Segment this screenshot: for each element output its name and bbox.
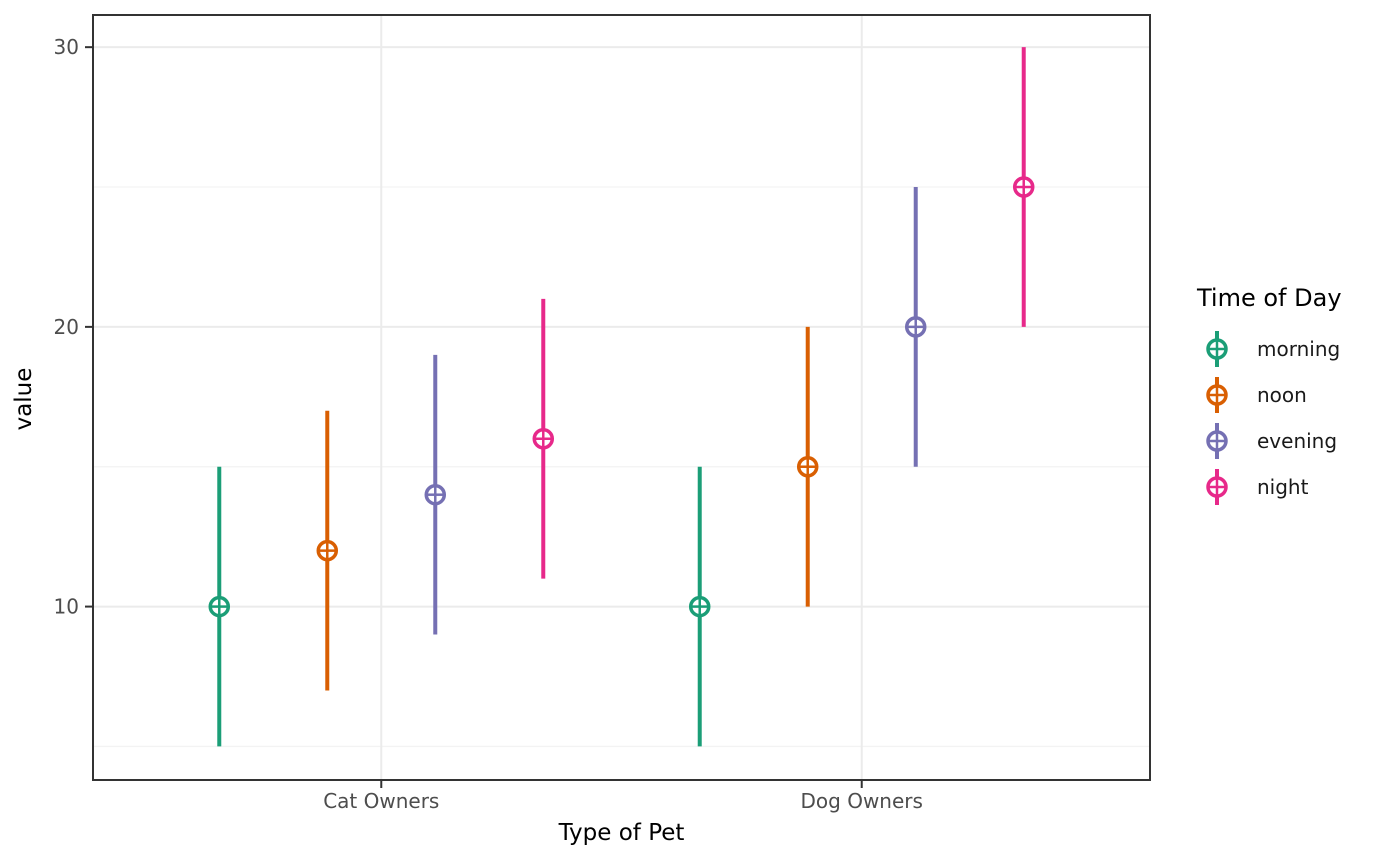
y-axis-title: value	[11, 367, 37, 431]
pointrange-key-icon	[1197, 421, 1237, 461]
pointrange-key-icon	[1197, 329, 1237, 369]
legend-item-evening: evening	[1197, 418, 1397, 464]
y-tick-label: 20	[54, 315, 79, 339]
legend-item-night: night	[1197, 464, 1397, 510]
legend-title: Time of Day	[1197, 284, 1342, 312]
x-tick-label: Cat Owners	[323, 789, 439, 813]
legend-label-noon: noon	[1257, 383, 1307, 407]
pointrange-key-icon	[1197, 467, 1237, 507]
legend-label-morning: morning	[1257, 337, 1341, 361]
panel-border	[92, 14, 1151, 781]
pointrange-key-icon	[1197, 375, 1237, 415]
y-tick-label: 10	[54, 595, 79, 619]
x-tick-label: Dog Owners	[801, 789, 923, 813]
panel-background	[93, 15, 1150, 780]
legend-item-noon: noon	[1197, 372, 1397, 418]
legend-label-evening: evening	[1257, 429, 1338, 453]
legend: Time of Day morning	[1197, 283, 1397, 510]
x-axis-title: Type of Pet	[558, 820, 685, 846]
legend-label-night: night	[1257, 475, 1309, 499]
y-tick-label: 30	[54, 35, 79, 59]
legend-item-morning: morning	[1197, 326, 1397, 372]
